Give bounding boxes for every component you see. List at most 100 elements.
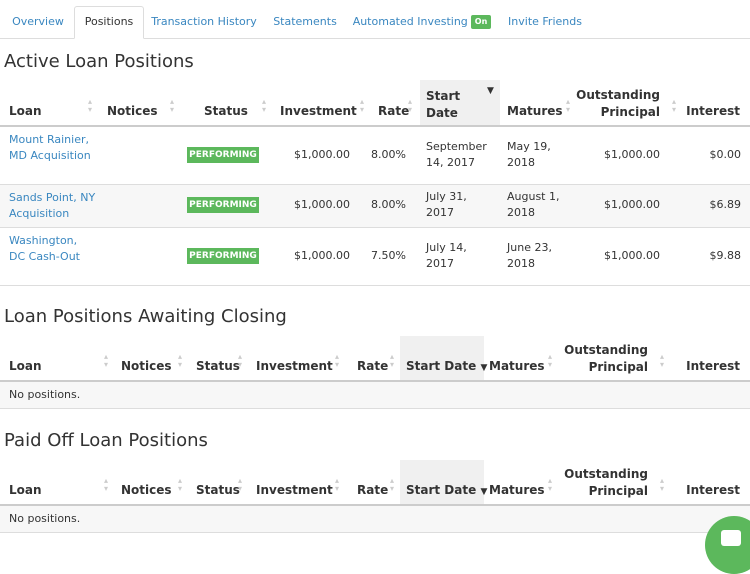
row-divider: [0, 408, 750, 409]
sort-icon[interactable]: ▴ ▾: [566, 97, 571, 114]
header-notices[interactable]: Notices: [121, 359, 172, 373]
tab-positions[interactable]: Positions: [74, 6, 144, 39]
header-notices[interactable]: Notices: [107, 104, 158, 118]
header-interest[interactable]: Interest: [686, 483, 740, 497]
header-matures[interactable]: Matures: [489, 483, 545, 497]
loan-link-line1[interactable]: Washington,: [9, 234, 78, 247]
header-loan[interactable]: Loan: [9, 359, 42, 373]
sort-icon[interactable]: ▴ ▾: [360, 97, 365, 114]
header-status[interactable]: Status: [196, 359, 240, 373]
investment-value: $1,000.00: [294, 148, 350, 161]
header-status[interactable]: Status: [204, 104, 248, 118]
sort-icon[interactable]: ▴ ▾: [238, 352, 243, 369]
sort-desc-icon[interactable]: ▼: [480, 487, 488, 497]
sort-icon[interactable]: ▴ ▾: [548, 476, 553, 493]
header-outstanding-line2: Principal: [600, 105, 660, 119]
header-investment[interactable]: Investment: [280, 104, 357, 118]
header-matures[interactable]: Matures: [507, 104, 563, 118]
table-row-loan-link[interactable]: Sands Point, NY Acquisition: [9, 190, 95, 222]
interest-value: $0.00: [709, 148, 742, 161]
principal-value: $1,000.00: [604, 249, 660, 262]
header-loan[interactable]: Loan: [9, 483, 42, 497]
loan-link-line1[interactable]: Sands Point, NY: [9, 191, 96, 204]
sort-icon[interactable]: ▴ ▾: [660, 476, 665, 493]
header-outstanding-principal[interactable]: Outstanding Principal: [560, 87, 660, 121]
header-start-date[interactable]: Start Date ▼: [406, 359, 487, 373]
header-rate[interactable]: Rate: [378, 104, 410, 118]
sort-icon[interactable]: ▴ ▾: [262, 97, 267, 114]
sort-icon[interactable]: ▴ ▾: [104, 476, 109, 493]
header-loan[interactable]: Loan: [9, 104, 42, 118]
table-row-stripe: [0, 506, 750, 532]
row-divider: [0, 285, 750, 286]
principal-value: $1,000.00: [604, 198, 660, 211]
sort-icon[interactable]: ▴ ▾: [408, 97, 413, 114]
loan-link-line2[interactable]: MD Acquisition: [9, 149, 91, 162]
rate-value: 8.00%: [371, 198, 406, 211]
table-row-stripe: [0, 382, 750, 408]
sort-icon[interactable]: ▴ ▾: [390, 476, 395, 493]
chat-button[interactable]: [705, 516, 750, 574]
start-date-value: July 31, 2017: [426, 189, 467, 221]
header-start-date[interactable]: Start Date: [426, 88, 460, 122]
header-interest[interactable]: Interest: [686, 104, 740, 118]
sort-icon[interactable]: ▴ ▾: [660, 352, 665, 369]
header-investment[interactable]: Investment: [256, 359, 333, 373]
sort-icon[interactable]: ▴ ▾: [178, 352, 183, 369]
matures-line2: 2018: [507, 206, 535, 219]
sort-icon[interactable]: ▴ ▾: [178, 476, 183, 493]
start-date-line1: July 31,: [426, 190, 467, 203]
sorted-column-bg: [420, 80, 500, 125]
sort-icon[interactable]: ▴ ▾: [335, 352, 340, 369]
table-row-loan-link[interactable]: Mount Rainier, MD Acquisition: [9, 132, 91, 164]
header-start-date[interactable]: Start Date ▼: [406, 483, 487, 497]
sort-desc-icon[interactable]: ▼: [487, 86, 494, 96]
sort-icon[interactable]: ▴ ▾: [390, 352, 395, 369]
sort-icon[interactable]: ▴ ▾: [238, 476, 243, 493]
status-badge: PERFORMING: [187, 248, 259, 264]
start-date-line1: September: [426, 140, 487, 153]
start-date-line2: 2017: [426, 206, 454, 219]
loan-link-line1[interactable]: Mount Rainier,: [9, 133, 89, 146]
start-date-value: September 14, 2017: [426, 139, 487, 171]
sort-icon[interactable]: ▴ ▾: [672, 97, 677, 114]
sort-icon[interactable]: ▴ ▾: [88, 97, 93, 114]
header-investment[interactable]: Investment: [256, 483, 333, 497]
matures-line2: 2018: [507, 156, 535, 169]
tab-automated-investing-label: Automated Investing: [352, 15, 468, 28]
header-outstanding-line2: Principal: [588, 484, 648, 498]
table-divider: [0, 125, 750, 127]
header-matures[interactable]: Matures: [489, 359, 545, 373]
table-row-loan-link[interactable]: Washington, DC Cash-Out: [9, 233, 80, 265]
sort-icon[interactable]: ▴ ▾: [104, 352, 109, 369]
table-divider: [0, 380, 750, 382]
header-status[interactable]: Status: [196, 483, 240, 497]
tab-automated-investing[interactable]: Automated Investing On: [352, 7, 492, 37]
investment-value: $1,000.00: [294, 198, 350, 211]
loan-link-line2[interactable]: Acquisition: [9, 207, 70, 220]
header-rate[interactable]: Rate: [357, 483, 389, 497]
loan-link-line2[interactable]: DC Cash-Out: [9, 250, 80, 263]
header-outstanding-line1: Outstanding: [564, 343, 648, 357]
header-notices[interactable]: Notices: [121, 483, 172, 497]
header-outstanding-line2: Principal: [588, 360, 648, 374]
matures-value: June 23, 2018: [507, 240, 552, 272]
sort-icon[interactable]: ▴ ▾: [170, 97, 175, 114]
header-outstanding-principal[interactable]: Outstanding Principal: [548, 342, 648, 376]
tab-transaction-history[interactable]: Transaction History: [151, 15, 257, 28]
matures-line2: 2018: [507, 257, 535, 270]
tab-statements[interactable]: Statements: [273, 15, 337, 28]
sort-icon[interactable]: ▴ ▾: [335, 476, 340, 493]
header-start-date-line2: Date: [426, 106, 458, 120]
header-outstanding-principal[interactable]: Outstanding Principal: [548, 466, 648, 500]
tab-overview[interactable]: Overview: [12, 15, 64, 28]
header-rate[interactable]: Rate: [357, 359, 389, 373]
tab-invite-friends[interactable]: Invite Friends: [508, 15, 582, 28]
chat-icon: [721, 530, 741, 546]
header-interest[interactable]: Interest: [686, 359, 740, 373]
matures-value: August 1, 2018: [507, 189, 560, 221]
rate-value: 8.00%: [371, 148, 406, 161]
sort-desc-icon[interactable]: ▼: [480, 363, 488, 373]
empty-message: No positions.: [9, 388, 81, 401]
sort-icon[interactable]: ▴ ▾: [548, 352, 553, 369]
